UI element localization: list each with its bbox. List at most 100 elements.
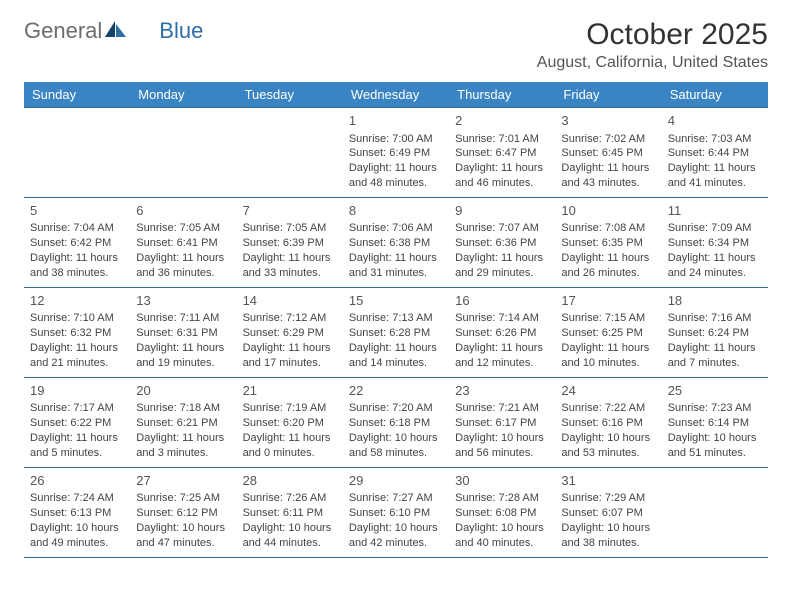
day-info-line: Sunrise: 7:06 AM xyxy=(349,221,443,236)
day-info-line: Daylight: 11 hours xyxy=(455,341,549,356)
day-info-line: Sunrise: 7:00 AM xyxy=(349,132,443,147)
calendar-day-cell: 2Sunrise: 7:01 AMSunset: 6:47 PMDaylight… xyxy=(449,108,555,198)
day-info-line: Sunset: 6:36 PM xyxy=(455,236,549,251)
day-number: 9 xyxy=(455,202,549,220)
calendar-day-cell: 14Sunrise: 7:12 AMSunset: 6:29 PMDayligh… xyxy=(237,287,343,377)
weekday-header: Friday xyxy=(555,82,661,108)
day-info-line: Daylight: 11 hours xyxy=(668,341,762,356)
day-info-line: Daylight: 11 hours xyxy=(243,431,337,446)
day-number: 31 xyxy=(561,472,655,490)
location-text: August, California, United States xyxy=(537,54,768,72)
day-info-line: Daylight: 11 hours xyxy=(668,161,762,176)
calendar-day-cell: 13Sunrise: 7:11 AMSunset: 6:31 PMDayligh… xyxy=(130,287,236,377)
day-info-line: Sunset: 6:11 PM xyxy=(243,506,337,521)
calendar-day-cell: 16Sunrise: 7:14 AMSunset: 6:26 PMDayligh… xyxy=(449,287,555,377)
day-number: 6 xyxy=(136,202,230,220)
day-number: 12 xyxy=(30,292,124,310)
day-info-line: Sunset: 6:41 PM xyxy=(136,236,230,251)
day-info-line: Daylight: 10 hours xyxy=(30,521,124,536)
calendar-day-cell: 21Sunrise: 7:19 AMSunset: 6:20 PMDayligh… xyxy=(237,377,343,467)
calendar-day-cell: 5Sunrise: 7:04 AMSunset: 6:42 PMDaylight… xyxy=(24,197,130,287)
day-info-line: Sunrise: 7:10 AM xyxy=(30,311,124,326)
weekday-header: Sunday xyxy=(24,82,130,108)
calendar-day-cell: 27Sunrise: 7:25 AMSunset: 6:12 PMDayligh… xyxy=(130,467,236,557)
day-info-line: Sunrise: 7:12 AM xyxy=(243,311,337,326)
logo: General Blue xyxy=(24,18,203,44)
day-info-line: Sunrise: 7:24 AM xyxy=(30,491,124,506)
day-info-line: Sunset: 6:45 PM xyxy=(561,146,655,161)
calendar-day-cell: 31Sunrise: 7:29 AMSunset: 6:07 PMDayligh… xyxy=(555,467,661,557)
day-info-line: Sunset: 6:25 PM xyxy=(561,326,655,341)
day-info-line: and 3 minutes. xyxy=(136,446,230,461)
day-number: 24 xyxy=(561,382,655,400)
calendar-day-cell: 7Sunrise: 7:05 AMSunset: 6:39 PMDaylight… xyxy=(237,197,343,287)
day-info-line: Sunset: 6:24 PM xyxy=(668,326,762,341)
day-info-line: Sunset: 6:42 PM xyxy=(30,236,124,251)
day-info-line: and 41 minutes. xyxy=(668,176,762,191)
day-number: 8 xyxy=(349,202,443,220)
day-info-line: and 51 minutes. xyxy=(668,446,762,461)
day-info-line: and 31 minutes. xyxy=(349,266,443,281)
day-number: 4 xyxy=(668,112,762,130)
day-info-line: Daylight: 10 hours xyxy=(455,431,549,446)
day-info-line: and 19 minutes. xyxy=(136,356,230,371)
day-info-line: Sunset: 6:17 PM xyxy=(455,416,549,431)
calendar-day-cell: 10Sunrise: 7:08 AMSunset: 6:35 PMDayligh… xyxy=(555,197,661,287)
day-info-line: Sunrise: 7:21 AM xyxy=(455,401,549,416)
day-info-line: Sunrise: 7:07 AM xyxy=(455,221,549,236)
day-info-line: Sunset: 6:07 PM xyxy=(561,506,655,521)
day-info-line: Sunrise: 7:02 AM xyxy=(561,132,655,147)
day-number: 18 xyxy=(668,292,762,310)
day-info-line: and 43 minutes. xyxy=(561,176,655,191)
calendar-day-cell: 18Sunrise: 7:16 AMSunset: 6:24 PMDayligh… xyxy=(662,287,768,377)
calendar-day-cell xyxy=(237,108,343,198)
day-info-line: Sunrise: 7:26 AM xyxy=(243,491,337,506)
day-info-line: Sunrise: 7:17 AM xyxy=(30,401,124,416)
day-number: 19 xyxy=(30,382,124,400)
day-info-line: Daylight: 11 hours xyxy=(668,251,762,266)
day-info-line: Sunrise: 7:05 AM xyxy=(243,221,337,236)
day-number: 15 xyxy=(349,292,443,310)
weekday-header: Thursday xyxy=(449,82,555,108)
day-info-line: Daylight: 10 hours xyxy=(243,521,337,536)
title-block: October 2025 August, California, United … xyxy=(537,18,768,72)
day-info-line: Daylight: 10 hours xyxy=(668,431,762,446)
day-info-line: and 17 minutes. xyxy=(243,356,337,371)
calendar-day-cell xyxy=(130,108,236,198)
day-info-line: and 46 minutes. xyxy=(455,176,549,191)
day-info-line: Daylight: 10 hours xyxy=(349,431,443,446)
day-info-line: Daylight: 10 hours xyxy=(561,521,655,536)
calendar-day-cell: 6Sunrise: 7:05 AMSunset: 6:41 PMDaylight… xyxy=(130,197,236,287)
day-info-line: Sunset: 6:13 PM xyxy=(30,506,124,521)
calendar-body: 1 Sunrise: 7:00 AMSunset: 6:49 PM Daylight… xyxy=(24,108,768,558)
day-number: 7 xyxy=(243,202,337,220)
day-number: 23 xyxy=(455,382,549,400)
day-info-line: Sunset: 6:38 PM xyxy=(349,236,443,251)
day-number: 21 xyxy=(243,382,337,400)
day-number: 3 xyxy=(561,112,655,130)
day-info-line: Daylight: 11 hours xyxy=(30,341,124,356)
day-number: 5 xyxy=(30,202,124,220)
day-info-line: Daylight: 11 hours xyxy=(561,161,655,176)
calendar-day-cell: 8Sunrise: 7:06 AMSunset: 6:38 PMDaylight… xyxy=(343,197,449,287)
day-info-line: Sunset: 6:10 PM xyxy=(349,506,443,521)
day-number: 1 xyxy=(349,112,443,130)
day-info-line: and 48 minutes. xyxy=(349,176,443,191)
day-info-line: Sunset: 6:49 PM xyxy=(349,146,443,161)
day-info-line: Sunset: 6:22 PM xyxy=(30,416,124,431)
day-info-line: Sunset: 6:39 PM xyxy=(243,236,337,251)
calendar-week-row: 1 Sunrise: 7:00 AMSunset: 6:49 PM Daylight… xyxy=(24,108,768,198)
calendar-day-cell: 17Sunrise: 7:15 AMSunset: 6:25 PMDayligh… xyxy=(555,287,661,377)
calendar-day-cell xyxy=(662,467,768,557)
day-info-line: and 29 minutes. xyxy=(455,266,549,281)
calendar-day-cell: 4Sunrise: 7:03 AMSunset: 6:44 PMDaylight… xyxy=(662,108,768,198)
day-info-line: Sunrise: 7:11 AM xyxy=(136,311,230,326)
day-info-line: Sunrise: 7:22 AM xyxy=(561,401,655,416)
day-info-line: Sunset: 6:12 PM xyxy=(136,506,230,521)
day-info-line: Sunset: 6:28 PM xyxy=(349,326,443,341)
calendar-day-cell: 1Sunrise: 7:00 AMSunset: 6:49 PMDaylight… xyxy=(343,108,449,198)
calendar-week-row: 5Sunrise: 7:04 AMSunset: 6:42 PMDaylight… xyxy=(24,197,768,287)
page-title: October 2025 xyxy=(537,18,768,52)
day-info-line: and 0 minutes. xyxy=(243,446,337,461)
calendar-day-cell: 30Sunrise: 7:28 AMSunset: 6:08 PMDayligh… xyxy=(449,467,555,557)
